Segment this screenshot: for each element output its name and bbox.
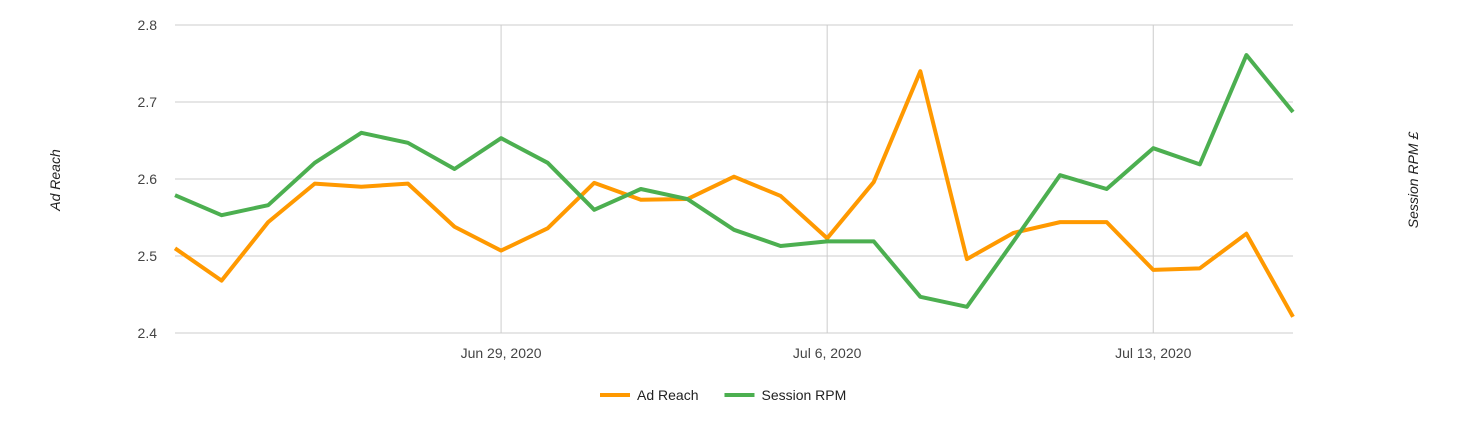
legend-label: Session RPM xyxy=(761,387,846,403)
y-axis-ticks: 2.4 2.5 2.6 2.7 2.8 xyxy=(138,17,158,341)
series-line-ad-reach xyxy=(173,69,1295,318)
y-axis-label-right: Session RPM £ xyxy=(1405,131,1421,229)
y-tick-label: 2.7 xyxy=(138,94,158,110)
y-tick-label: 2.6 xyxy=(138,171,158,187)
x-tick-label: Jul 6, 2020 xyxy=(793,345,862,361)
series-lines xyxy=(173,53,1295,318)
legend: Ad Reach Session RPM xyxy=(600,387,846,403)
series-line-session-rpm xyxy=(174,53,1295,309)
legend-label: Ad Reach xyxy=(637,387,698,403)
y-tick-label: 2.8 xyxy=(138,17,158,33)
x-axis-ticks: Jun 29, 2020 Jul 6, 2020 Jul 13, 2020 xyxy=(461,345,1192,361)
grid xyxy=(175,24,1293,334)
x-tick-label: Jul 13, 2020 xyxy=(1115,345,1191,361)
y-tick-label: 2.4 xyxy=(138,325,158,341)
legend-item: Session RPM xyxy=(724,387,846,403)
y-axis-label-left: Ad Reach xyxy=(47,149,63,212)
legend-item: Ad Reach xyxy=(600,387,698,403)
y-tick-label: 2.5 xyxy=(138,248,158,264)
x-tick-label: Jun 29, 2020 xyxy=(461,345,542,361)
